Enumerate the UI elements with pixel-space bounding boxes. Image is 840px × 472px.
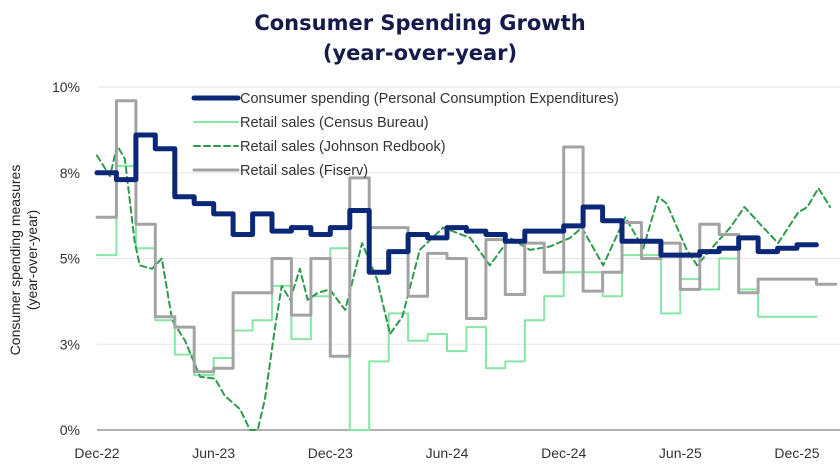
series-line-1 [96,164,818,431]
x-ticks: Dec-22 Jun-23 Dec-23 Jun-24 Dec-24 Jun-25 Dec-… [74,445,819,461]
chart-title-line1: Consumer Spending Growth [254,11,585,35]
series-line-0 [94,132,819,275]
y-tick-label: 8% [60,165,80,181]
y-axis-label: Consumer spending measures (year-over-ye… [7,165,40,356]
y-axis-label-line2: (year-over-year) [24,210,40,310]
y-ticks: 0% 3% 5% 8% 10% [52,79,80,438]
y-tick-label: 5% [60,251,80,267]
x-tick-label: Dec-24 [541,445,586,461]
series-line-3 [95,99,838,374]
legend-label: Retail sales (Fiserv) [240,163,368,179]
x-tick-label: Dec-23 [308,445,353,461]
legend-label: Retail sales (Johnson Redbook) [240,139,446,155]
y-axis-label-line1: Consumer spending measures [7,165,23,356]
x-tick-label: Jun-23 [192,445,235,461]
series-line-2 [96,144,832,431]
series-lines [94,99,838,431]
x-tick-label: Jun-24 [426,445,469,461]
y-tick-label: 3% [60,336,80,352]
x-tick-label: Jun-25 [659,445,702,461]
x-tick-label: Dec-22 [74,445,119,461]
gridlines [97,86,840,431]
legend-label: Consumer spending (Personal Consumption … [240,91,619,107]
chart-title-line2: (year-over-year) [323,41,517,65]
legend-label: Retail sales (Census Bureau) [240,115,429,131]
y-tick-label: 10% [52,79,80,95]
legend: Consumer spending (Personal Consumption … [191,91,619,179]
x-tick-label: Dec-25 [774,445,819,461]
y-tick-label: 0% [60,422,80,438]
